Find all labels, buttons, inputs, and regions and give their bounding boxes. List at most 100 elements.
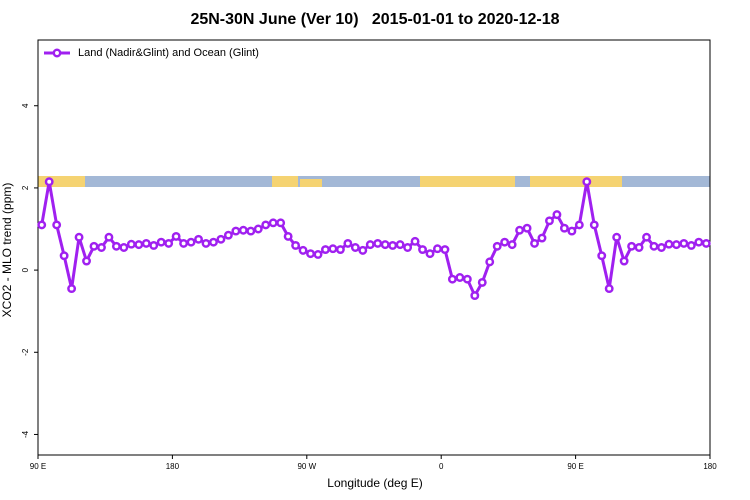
series-line xyxy=(40,181,707,299)
point xyxy=(634,243,644,252)
point xyxy=(194,234,203,244)
point xyxy=(298,245,308,255)
y-axis-label: XCO2 - MLO trend (ppm) xyxy=(0,183,14,318)
point xyxy=(447,274,457,284)
x-tick-label: 90 W xyxy=(297,462,316,471)
point xyxy=(313,250,323,259)
point xyxy=(223,230,233,240)
point xyxy=(701,238,711,248)
point xyxy=(410,236,420,246)
point xyxy=(149,240,159,250)
point xyxy=(201,238,211,248)
point xyxy=(283,231,293,241)
point xyxy=(126,239,136,249)
point xyxy=(522,223,532,233)
point xyxy=(179,238,189,248)
point xyxy=(156,237,166,247)
legend-marker xyxy=(52,48,62,58)
x-tick-label: 0 xyxy=(439,462,444,471)
point xyxy=(477,277,487,287)
point xyxy=(373,238,383,248)
plot-frame xyxy=(37,39,711,456)
point xyxy=(321,245,330,255)
y-tick-label: -2 xyxy=(21,348,30,356)
point xyxy=(440,245,450,255)
x-tick-label: 180 xyxy=(703,462,717,471)
x-axis-label: Longitude (deg E) xyxy=(327,476,422,490)
point xyxy=(515,225,525,235)
point xyxy=(246,226,256,236)
point xyxy=(559,223,569,233)
point xyxy=(425,249,435,259)
point xyxy=(37,220,47,230)
point xyxy=(380,240,390,250)
point xyxy=(186,237,196,247)
point xyxy=(89,241,99,251)
point xyxy=(485,257,495,267)
point xyxy=(545,216,554,226)
point xyxy=(574,220,584,230)
point xyxy=(59,251,69,261)
point xyxy=(455,273,465,282)
point xyxy=(664,239,674,249)
point xyxy=(291,240,301,250)
point xyxy=(552,210,562,220)
point xyxy=(67,284,77,294)
point xyxy=(657,243,666,252)
point xyxy=(686,240,696,250)
point xyxy=(694,237,704,247)
point xyxy=(306,249,315,259)
point xyxy=(335,245,345,255)
point xyxy=(164,238,174,248)
point xyxy=(433,244,442,254)
chart-title: 25N-30N June (Ver 10) 2015-01-01 to 2020… xyxy=(190,11,559,28)
point xyxy=(343,238,353,248)
y-tick-label: -4 xyxy=(21,430,30,438)
point xyxy=(328,244,338,254)
point xyxy=(671,240,681,250)
point xyxy=(388,240,398,250)
point xyxy=(104,232,114,242)
point xyxy=(649,241,659,251)
x-tick-label: 180 xyxy=(166,462,180,471)
point xyxy=(350,243,360,252)
point xyxy=(44,177,54,187)
point xyxy=(537,233,547,243)
point xyxy=(141,238,151,248)
x-tick-label: 90 E xyxy=(30,462,46,471)
point xyxy=(418,245,427,255)
point xyxy=(567,226,577,236)
point xyxy=(261,220,271,230)
point xyxy=(134,240,144,250)
x-tick-label: 90 E xyxy=(567,462,583,471)
y-tick-label: 0 xyxy=(21,267,30,272)
point xyxy=(582,177,592,187)
point xyxy=(171,231,181,241)
point xyxy=(253,224,263,234)
point xyxy=(82,256,91,266)
point xyxy=(507,240,517,250)
point xyxy=(216,234,226,244)
point xyxy=(358,245,368,255)
legend-label: Land (Nadir&Glint) and Ocean (Glint) xyxy=(78,47,259,59)
point xyxy=(119,243,129,252)
map-strip xyxy=(38,176,710,187)
point xyxy=(627,241,637,251)
point xyxy=(238,225,248,235)
point xyxy=(642,232,651,242)
y-tick-label: 4 xyxy=(21,103,30,108)
point xyxy=(530,238,539,248)
point xyxy=(209,237,218,247)
point xyxy=(395,240,405,250)
point xyxy=(597,251,607,261)
point xyxy=(679,238,689,248)
point xyxy=(74,232,84,242)
point xyxy=(612,232,622,242)
point xyxy=(365,240,375,250)
point xyxy=(403,243,413,252)
point xyxy=(231,226,241,236)
point xyxy=(52,220,62,230)
point xyxy=(268,218,278,228)
point xyxy=(589,220,599,230)
